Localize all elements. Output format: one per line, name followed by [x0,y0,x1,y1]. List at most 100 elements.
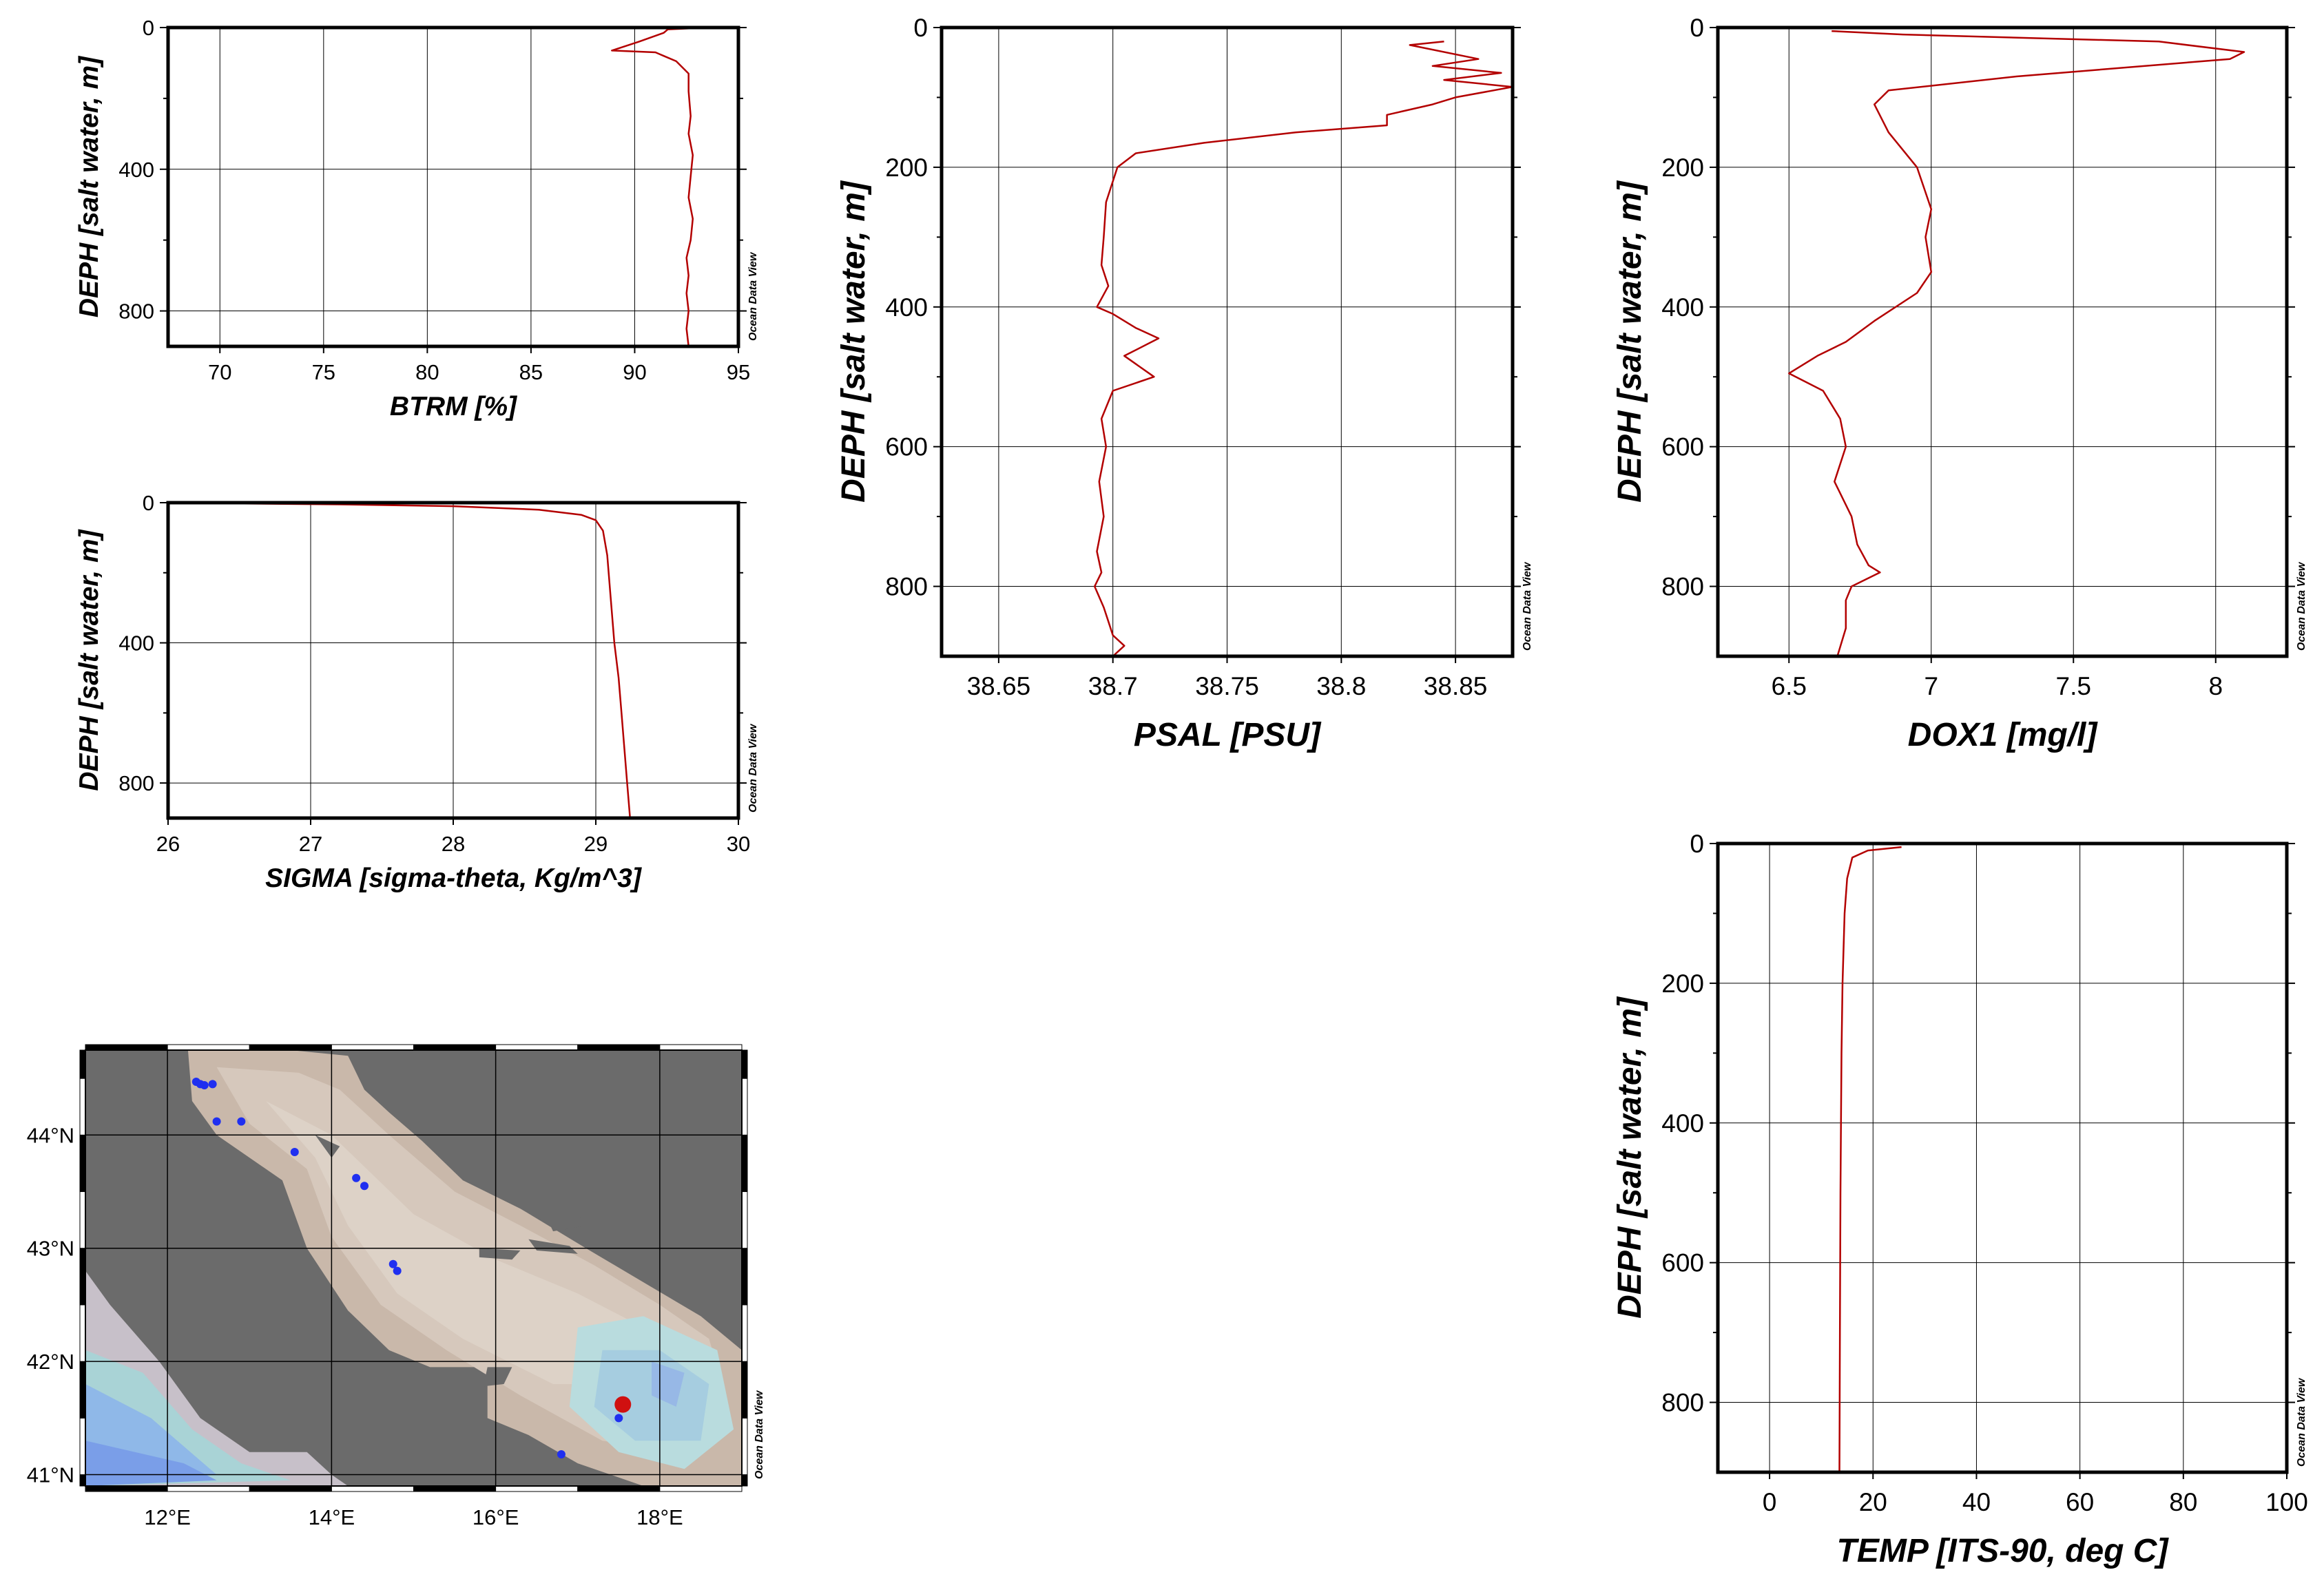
map-frame-seg [79,1078,86,1135]
y-tick-label: 200 [885,154,928,182]
station-dot [388,1259,397,1268]
x-axis-title: TEMP [ITS-90, deg C] [1837,1533,2170,1569]
map-frame-seg [249,1044,332,1051]
station-dot [360,1182,369,1191]
y-tick-label: 800 [118,771,154,795]
y-tick-label: 600 [885,433,928,461]
y-tick-label: 400 [885,293,928,322]
plot-frame [940,25,1515,658]
map-border [85,1049,743,1487]
sigma-profile-line [225,502,631,819]
station-dot [212,1117,221,1126]
station-dot [290,1147,299,1156]
y-tick-label: 400 [118,158,154,182]
y-tick-label: 200 [1661,970,1704,998]
psal-chart: 38.65 38.7 38.75 38.8 38.85 0 200 400 600 800 PSAL… [836,14,1533,753]
x-tick-label: 29 [584,832,608,856]
x-tick-label: 70 [208,360,231,384]
x-tick-label: 8 [2208,672,2223,700]
x-axis-title: DOX1 [mg/l] [1908,717,2099,753]
x-axis-title: BTRM [%] [390,392,518,421]
y-tick-label: 200 [1661,154,1704,182]
temp-chart: 0 20 40 60 80 100 0 200 400 600 800 TEMP [ITS-90, d… [1612,830,2308,1569]
map-frame-seg [167,1485,250,1492]
map-frame-seg [249,1485,332,1492]
watermark-text: Ocean Data View [1522,561,1533,651]
map-body [85,1050,742,1486]
y-tick-label: 0 [1690,14,1704,42]
dox1-profile-line [1788,30,2245,657]
y-tick-label: 800 [885,573,928,601]
map-frame-seg [659,1044,743,1051]
x-axis-title: SIGMA [sigma-theta, Kg/m^3] [265,864,643,893]
temp-profile-line [1838,846,1902,1473]
map-frame-seg [167,1044,250,1051]
x-tick-label: 6.5 [1772,672,1807,700]
map-frame-seg [741,1049,748,1079]
station-dot [200,1080,209,1089]
current-station-dot [614,1396,632,1413]
y-tick-label: 0 [143,491,154,515]
sea-mid [266,1101,644,1384]
station-dot [393,1266,402,1275]
y-tick-label: 0 [1690,830,1704,858]
x-tick-label: 20 [1859,1488,1887,1516]
x-tick-label: 40 [1962,1488,1991,1516]
x-tick-label: 95 [727,360,750,384]
x-tick-label: 75 [312,360,335,384]
map-frame-seg [741,1191,748,1249]
x-tick-label: 26 [156,832,180,856]
watermark-text: Ocean Data View [2296,1377,2307,1467]
y-tick-label: 600 [1661,1249,1704,1277]
map-frame-seg [577,1044,661,1051]
station-dot [352,1173,361,1182]
map-frame-seg [79,1417,86,1476]
x-axis-title: PSAL [PSU] [1134,717,1322,753]
btrm-chart: 70 75 80 85 90 95 0 400 800 BTRM [%] DEPH [salt wa… [74,16,759,421]
y-tick-label: 800 [1661,573,1704,601]
watermark-text: Ocean Data View [754,1390,765,1479]
island-hvar [528,1239,578,1254]
map-frame-seg [741,1474,748,1487]
map-lon-label: 18°E [636,1505,683,1529]
watermark-text: Ocean Data View [747,723,759,813]
plot-area [168,28,738,346]
map-frame-seg [741,1248,748,1306]
map-frame-seg [741,1304,748,1362]
y-tick-label: 800 [1661,1389,1704,1417]
station-dot [614,1414,623,1423]
station-dot [237,1117,246,1126]
y-tick-label: 0 [143,16,154,40]
map-frame-seg [331,1044,414,1051]
x-tick-label: 7.5 [2056,672,2091,700]
map-frame-seg [741,1417,748,1476]
map-frame-seg [413,1044,497,1051]
x-tick-label: 90 [623,360,646,384]
x-tick-label: 7 [1924,672,1938,700]
x-tick-label: 80 [2169,1488,2197,1516]
y-axis-title: DEPH [salt water, m] [74,528,104,791]
plot-area [1718,844,2287,1472]
map-lat-label: 42°N [27,1350,74,1374]
psal-profile-line [1093,41,1514,657]
y-tick-label: 400 [1661,1109,1704,1138]
map-frame-seg [79,1134,86,1193]
map-frame-seg [577,1485,661,1492]
station-dot [208,1080,217,1089]
map-frame-seg [79,1474,86,1487]
map-frame-seg [413,1485,497,1492]
map-frame-seg [741,1078,748,1135]
gargano [483,1367,512,1387]
map-frame-seg [85,1485,168,1492]
map-lon-label: 12°E [144,1505,191,1529]
x-tick-label: 100 [2265,1488,2308,1516]
x-tick-label: 80 [415,360,439,384]
map-frame-seg [85,1044,168,1051]
map-lat-label: 41°N [27,1463,74,1487]
x-tick-label: 38.7 [1088,672,1138,700]
map-frame-seg [79,1304,86,1362]
y-tick-label: 0 [913,14,928,42]
plot-frame [166,501,740,820]
x-tick-label: 38.65 [967,672,1031,700]
